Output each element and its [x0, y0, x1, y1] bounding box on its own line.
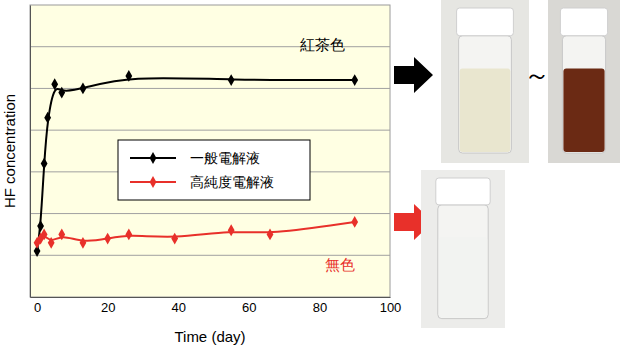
vial-cap	[457, 8, 514, 36]
legend-marker	[150, 176, 157, 188]
y-axis-title: HF concentration	[1, 94, 18, 208]
point	[80, 237, 87, 249]
point	[351, 216, 358, 228]
legend-marker	[150, 152, 157, 164]
grid-line	[30, 213, 390, 214]
x-axis-line	[31, 297, 391, 298]
x-tick-label: 60	[242, 300, 256, 315]
point	[41, 229, 48, 241]
point	[104, 233, 111, 245]
marks	[34, 70, 358, 257]
photo	[441, 0, 529, 163]
x-axis-title: Time (day)	[174, 328, 245, 345]
legend-label: 高純度電解液	[190, 174, 274, 190]
x-axis: 0 20 40 60 80 100	[31, 297, 402, 315]
point	[228, 74, 235, 86]
x-tick: 20	[101, 297, 115, 315]
point	[351, 74, 358, 86]
arrow	[394, 57, 433, 93]
vial-liquid	[460, 69, 511, 152]
grid-line	[30, 130, 390, 131]
series-line	[37, 78, 355, 251]
x-tick-label: 40	[172, 300, 186, 315]
x-tick-label: 80	[313, 300, 327, 315]
legend: 一般電解液高純度電解液	[118, 140, 310, 200]
vial-cap	[436, 178, 490, 205]
vial-glass	[459, 36, 512, 153]
x-tick: 40	[172, 297, 186, 315]
x-tick: 60	[242, 297, 256, 315]
photo-panel	[394, 0, 620, 328]
x-tick-label: 20	[101, 300, 115, 315]
point	[125, 229, 132, 241]
x-tick-label: 0	[34, 300, 41, 315]
grid	[30, 47, 390, 256]
x-tick: 0	[34, 297, 41, 315]
point	[51, 78, 58, 90]
plot-background	[30, 5, 390, 297]
vial-glass	[562, 36, 605, 153]
point	[48, 237, 55, 249]
point	[125, 70, 132, 82]
photo	[421, 170, 505, 328]
y-axis	[30, 6, 32, 298]
point	[37, 220, 44, 232]
photo	[548, 0, 620, 163]
point	[44, 112, 51, 124]
y-axis-line	[30, 6, 31, 298]
vial-cap	[560, 8, 607, 36]
point	[267, 229, 274, 241]
vial-glass	[438, 205, 488, 319]
chart: 0 20 40 60 80 100 Time (day) HF concentration 一般…	[0, 0, 620, 355]
vial-liquid	[563, 69, 604, 152]
legend-box	[118, 140, 310, 200]
x-tick: 100	[380, 297, 402, 315]
annotation: 無色	[325, 256, 355, 273]
x-tick-label: 100	[380, 300, 402, 315]
point	[80, 83, 87, 95]
point	[58, 87, 65, 99]
legend-label: 一般電解液	[190, 150, 260, 166]
vial-liquid	[439, 237, 487, 318]
point	[41, 158, 48, 170]
point	[228, 224, 235, 236]
point	[171, 233, 178, 245]
point	[58, 229, 65, 241]
x-tick: 80	[313, 297, 327, 315]
annotation: 紅茶色	[300, 36, 345, 53]
series-line	[37, 222, 355, 243]
